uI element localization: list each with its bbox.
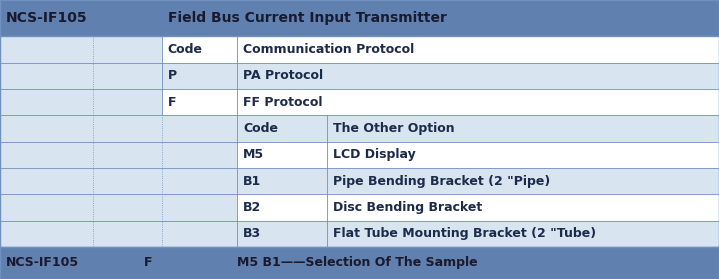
Bar	[93, 168, 162, 194]
Bar	[0, 221, 93, 247]
Bar	[0, 247, 719, 279]
Bar	[93, 115, 162, 141]
Bar	[93, 221, 162, 247]
Bar	[93, 194, 162, 221]
Text: Disc Bending Bracket: Disc Bending Bracket	[333, 201, 482, 214]
Text: M5: M5	[243, 148, 264, 161]
Text: Code: Code	[168, 43, 203, 56]
Bar	[0, 0, 719, 36]
Text: FF Protocol: FF Protocol	[243, 96, 323, 109]
Text: P: P	[168, 69, 177, 82]
Text: NCS-IF105: NCS-IF105	[6, 256, 79, 270]
Bar	[0, 62, 93, 89]
Bar	[93, 89, 162, 115]
Text: Field Bus Current Input Transmitter: Field Bus Current Input Transmitter	[168, 11, 446, 25]
Text: PA Protocol: PA Protocol	[243, 69, 323, 82]
Text: F: F	[168, 96, 176, 109]
Bar	[0, 89, 93, 115]
Bar	[0, 168, 93, 194]
Bar	[0, 194, 719, 221]
Bar	[162, 194, 237, 221]
Bar	[0, 142, 719, 168]
Bar	[162, 115, 237, 141]
Text: Code: Code	[243, 122, 278, 135]
Text: F: F	[144, 256, 152, 270]
Bar	[0, 36, 719, 62]
Bar	[0, 36, 93, 62]
Bar	[162, 168, 237, 194]
Bar	[162, 142, 237, 168]
Bar	[0, 115, 719, 141]
Text: Flat Tube Mounting Bracket (2 "Tube): Flat Tube Mounting Bracket (2 "Tube)	[333, 227, 596, 240]
Bar	[0, 194, 93, 221]
Text: M5 B1——Selection Of The Sample: M5 B1——Selection Of The Sample	[237, 256, 478, 270]
Text: The Other Option: The Other Option	[333, 122, 454, 135]
Bar	[93, 36, 162, 62]
Bar	[0, 168, 719, 194]
Bar	[162, 221, 237, 247]
Text: NCS-IF105: NCS-IF105	[6, 11, 88, 25]
Text: B2: B2	[243, 201, 261, 214]
Bar	[0, 221, 719, 247]
Bar	[93, 62, 162, 89]
Text: LCD Display: LCD Display	[333, 148, 416, 161]
Text: B3: B3	[243, 227, 261, 240]
Bar	[0, 36, 719, 247]
Bar	[0, 142, 93, 168]
Bar	[0, 89, 719, 115]
Text: Communication Protocol: Communication Protocol	[243, 43, 414, 56]
Bar	[93, 142, 162, 168]
Bar	[0, 115, 93, 141]
Bar	[0, 62, 719, 89]
Text: B1: B1	[243, 175, 261, 187]
Text: Pipe Bending Bracket (2 "Pipe): Pipe Bending Bracket (2 "Pipe)	[333, 175, 550, 187]
